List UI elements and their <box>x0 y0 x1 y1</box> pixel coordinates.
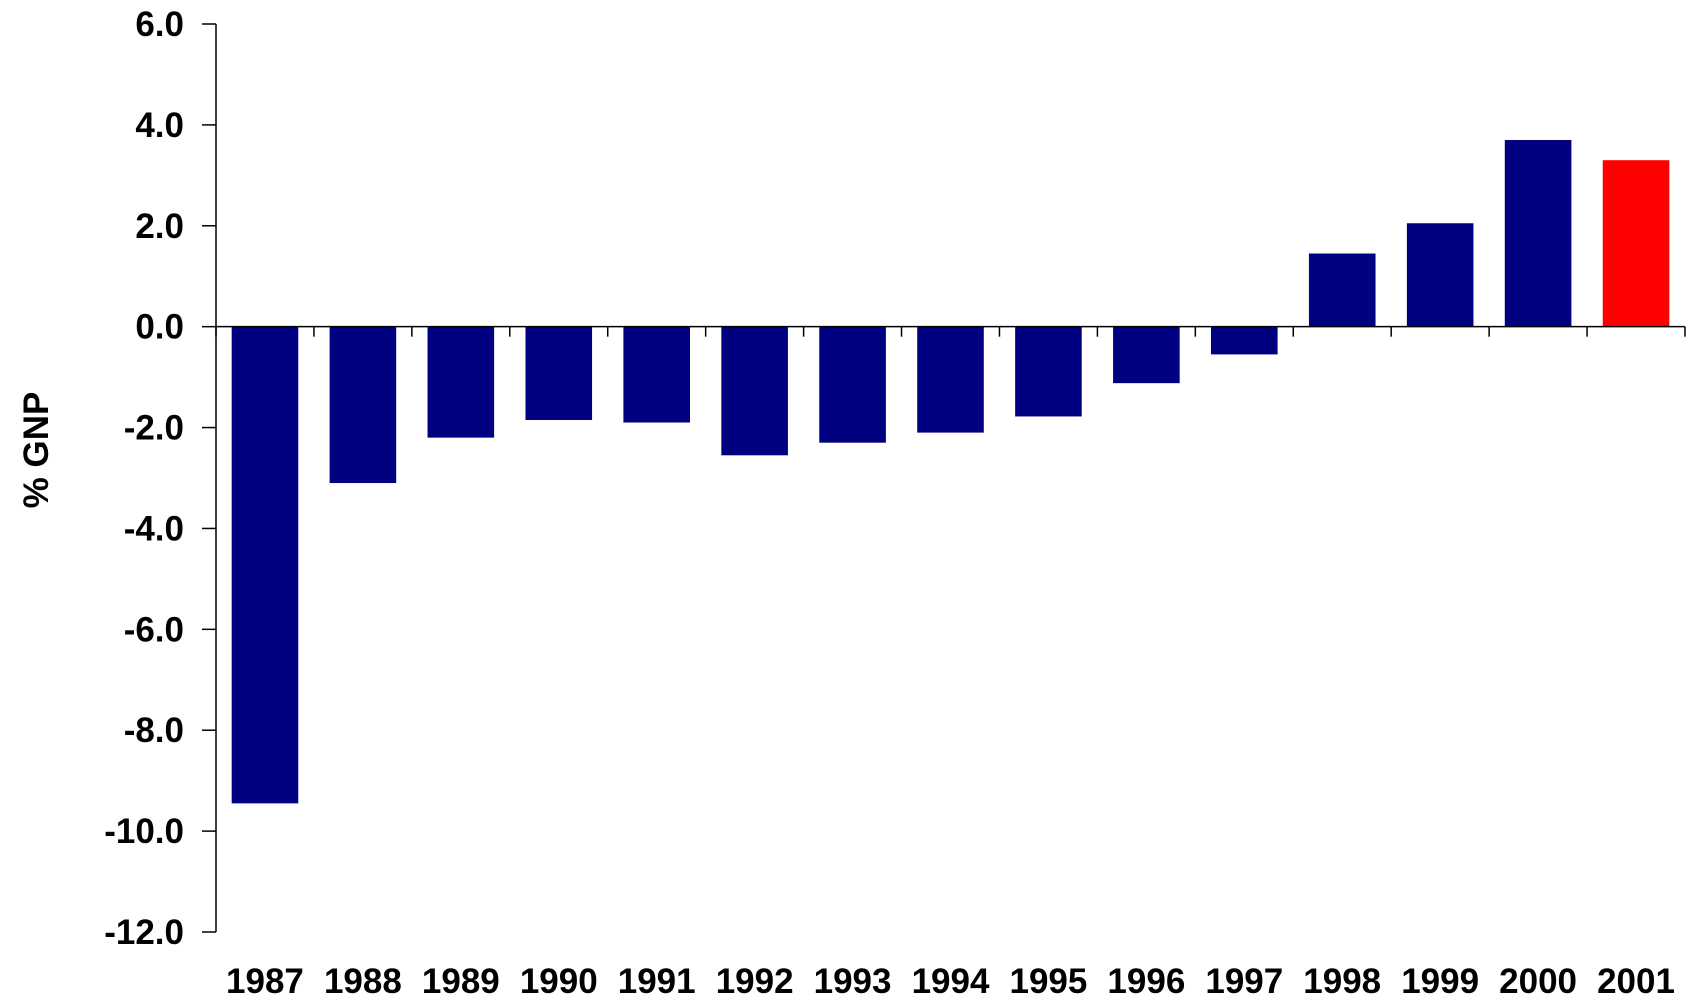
x-tick-label: 2001 <box>1597 962 1675 1001</box>
x-axis-ticks <box>215 326 1686 337</box>
bar-1997 <box>1211 326 1278 355</box>
x-tick-label: 1998 <box>1303 962 1381 1001</box>
x-tick-label: 1987 <box>226 962 304 1001</box>
x-axis-labels: 1987 1988 1989 1990 1991 1992 1993 1994 1995 1996… <box>226 962 1675 1001</box>
x-tick-label: 1996 <box>1107 962 1185 1001</box>
y-tick-label: -4.0 <box>124 509 184 548</box>
y-tick-label: -2.0 <box>124 409 184 448</box>
y-tick-label: -12.0 <box>104 913 184 952</box>
bar-2001 <box>1602 160 1670 327</box>
bar-1988 <box>329 326 397 484</box>
y-tick-label: -8.0 <box>124 711 184 750</box>
bar-1989 <box>427 326 495 438</box>
x-tick-label: 2000 <box>1499 962 1577 1001</box>
x-tick-label: 1999 <box>1401 962 1479 1001</box>
y-axis-ticks: 6.0 4.0 2.0 0.0 -2.0 -4.0 -6.0 -8.0 -10.0 -12.0 <box>104 5 216 952</box>
y-tick-label: -6.0 <box>124 610 184 649</box>
x-tick-label: 1993 <box>814 962 892 1001</box>
bar-1992 <box>721 326 788 456</box>
y-tick-label: 2.0 <box>135 207 184 246</box>
bar-1994 <box>917 326 984 433</box>
x-tick-label: 1990 <box>520 962 598 1001</box>
bar-1996 <box>1113 326 1180 384</box>
y-tick-label: 4.0 <box>135 106 184 145</box>
bar-1998 <box>1308 253 1376 327</box>
x-tick-label: 1995 <box>1009 962 1087 1001</box>
x-tick-label: 1992 <box>716 962 794 1001</box>
x-tick-label: 1997 <box>1205 962 1283 1001</box>
x-tick-label: 1991 <box>618 962 696 1001</box>
bar-1993 <box>819 326 886 443</box>
y-axis-title: % GNP <box>17 392 56 509</box>
x-tick-label: 1988 <box>324 962 402 1001</box>
x-tick-label: 1994 <box>912 962 990 1001</box>
bar-1990 <box>525 326 593 420</box>
bars <box>231 140 1670 804</box>
bar-1987 <box>231 326 299 804</box>
bar-1999 <box>1406 223 1474 327</box>
x-tick-label: 1989 <box>422 962 500 1001</box>
y-tick-label: -10.0 <box>104 812 184 851</box>
y-tick-label: 6.0 <box>135 5 184 44</box>
bar-1995 <box>1015 326 1082 417</box>
bar-1991 <box>623 326 690 423</box>
y-tick-label: 0.0 <box>135 308 184 347</box>
bar-2000 <box>1504 140 1572 327</box>
